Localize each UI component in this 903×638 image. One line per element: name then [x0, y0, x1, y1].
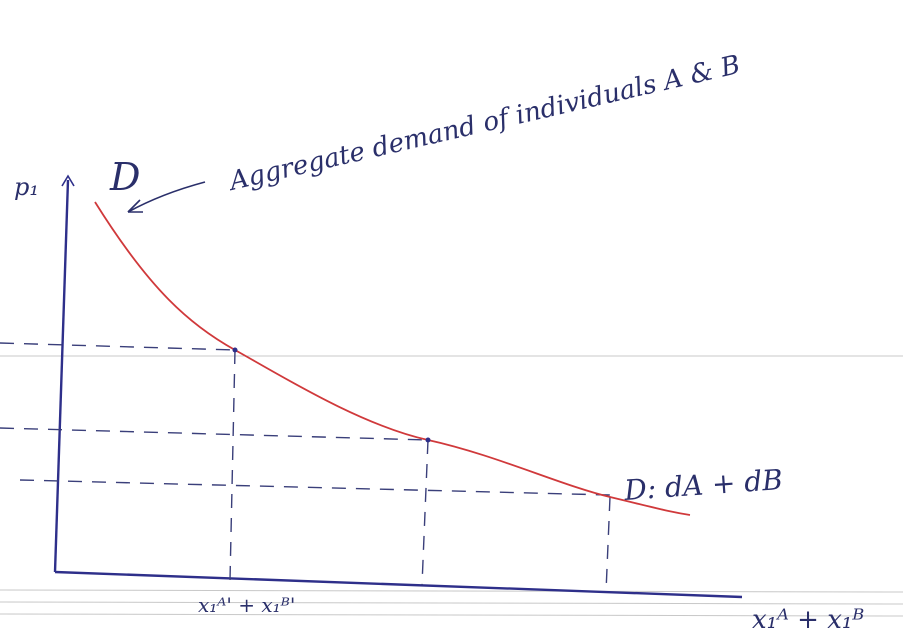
guide-line	[0, 343, 235, 350]
demand-curve	[95, 202, 690, 515]
guide-line	[20, 480, 610, 495]
y-axis-label: p₁	[14, 173, 39, 201]
curve-label: D	[109, 155, 140, 199]
curve-equation: D: dA + dB	[622, 463, 784, 507]
point	[233, 348, 238, 353]
paper-line	[0, 602, 903, 604]
paper-line	[0, 590, 903, 592]
x-axis-label: x₁ᴬ + x₁ᴮ	[752, 605, 864, 635]
diagram: Aggregate demand of individuals A & B D …	[0, 0, 903, 638]
guide-line	[230, 350, 235, 580]
guide-line	[422, 440, 428, 585]
page: {"annotation": "Aggregate demand of indi…	[0, 0, 903, 638]
guide-line	[606, 497, 610, 592]
annotation: Aggregate demand of individuals A & B	[225, 50, 743, 197]
point	[426, 438, 431, 443]
x-tick-label: x₁ᴬ' + x₁ᴮ'	[198, 593, 295, 617]
y-axis	[55, 180, 68, 572]
x-axis	[55, 572, 742, 597]
guide-line	[0, 428, 428, 440]
